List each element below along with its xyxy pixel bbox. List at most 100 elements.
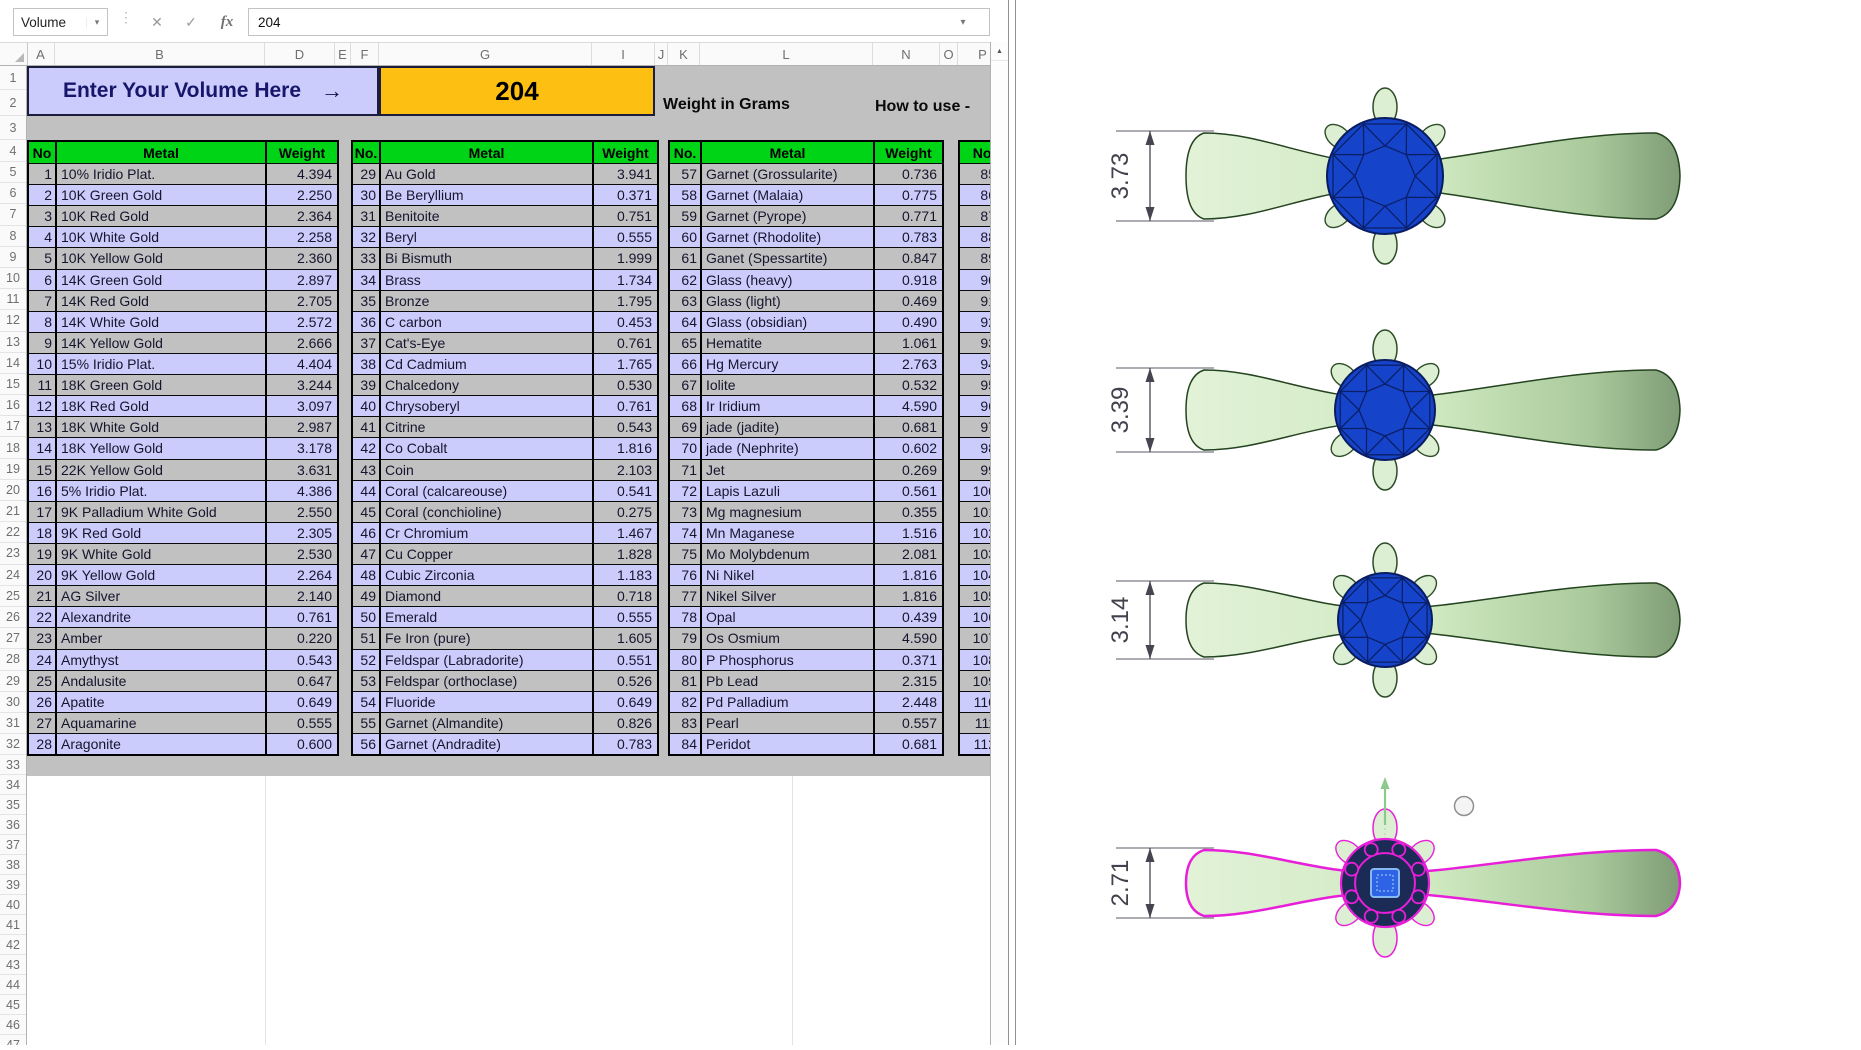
cell-metal[interactable]: Hg Mercury: [702, 354, 875, 374]
cell-no[interactable]: 7: [29, 291, 57, 311]
cell-weight[interactable]: 1.795: [594, 291, 657, 311]
cell-no[interactable]: 39: [353, 375, 381, 395]
column-header-I[interactable]: I: [592, 43, 655, 65]
cell-metal[interactable]: 14K White Gold: [57, 312, 267, 332]
cell-weight[interactable]: 2.550: [267, 502, 337, 522]
cell-metal[interactable]: Garnet (Pyrope): [702, 206, 875, 226]
cell-metal[interactable]: Pb Lead: [702, 671, 875, 691]
cell-weight[interactable]: 1.816: [875, 586, 942, 606]
row-header-38[interactable]: 38: [0, 855, 26, 875]
cell-no[interactable]: 68: [670, 396, 702, 416]
cell-metal[interactable]: Mo Molybdenum: [702, 544, 875, 564]
cell-weight[interactable]: 0.557: [875, 713, 942, 733]
cell-no[interactable]: 63: [670, 291, 702, 311]
cell-no[interactable]: 43: [353, 460, 381, 480]
row-header-39[interactable]: 39: [0, 875, 26, 895]
cell-metal[interactable]: Bronze: [381, 291, 594, 311]
row-header-44[interactable]: 44: [0, 975, 26, 995]
cell-weight[interactable]: 2.897: [267, 270, 337, 290]
cell-metal[interactable]: Pd Palladium: [702, 692, 875, 712]
cell-metal[interactable]: Citrine: [381, 417, 594, 437]
cell-metal[interactable]: Co Cobalt: [381, 438, 594, 458]
cell-no[interactable]: 1: [29, 164, 57, 184]
cell-weight[interactable]: 0.555: [594, 607, 657, 627]
cell-no[interactable]: 30: [353, 185, 381, 205]
cell-metal[interactable]: Cd Cadmium: [381, 354, 594, 374]
row-header-24[interactable]: 24: [0, 565, 26, 586]
cell-no[interactable]: 69: [670, 417, 702, 437]
cell-weight[interactable]: 0.649: [267, 692, 337, 712]
cell-weight[interactable]: 0.220: [267, 628, 337, 648]
cell-metal[interactable]: Chalcedony: [381, 375, 594, 395]
row-header-6[interactable]: 6: [0, 183, 26, 204]
row-header-37[interactable]: 37: [0, 835, 26, 855]
cell-no[interactable]: 62: [670, 270, 702, 290]
cell-metal[interactable]: Brass: [381, 270, 594, 290]
cell-no[interactable]: 53: [353, 671, 381, 691]
cell-metal[interactable]: Opal: [702, 607, 875, 627]
cell-metal[interactable]: 14K Yellow Gold: [57, 333, 267, 353]
cell-weight[interactable]: 0.551: [594, 650, 657, 670]
cell-weight[interactable]: 3.631: [267, 460, 337, 480]
cell-no[interactable]: 49: [353, 586, 381, 606]
cell-no[interactable]: 67: [670, 375, 702, 395]
cell-metal[interactable]: Os Osmium: [702, 628, 875, 648]
cell-metal[interactable]: Ganet (Spessartite): [702, 248, 875, 268]
name-box[interactable]: Volume ▾: [13, 8, 108, 36]
cell-no[interactable]: 78: [670, 607, 702, 627]
row-header-31[interactable]: 31: [0, 713, 26, 734]
name-box-dropdown-icon[interactable]: ▾: [86, 17, 107, 28]
row-header-46[interactable]: 46: [0, 1015, 26, 1035]
row-header-20[interactable]: 20: [0, 480, 26, 501]
cell-no[interactable]: 34: [353, 270, 381, 290]
cell-no[interactable]: 42: [353, 438, 381, 458]
cell-weight[interactable]: 0.371: [594, 185, 657, 205]
row-header-34[interactable]: 34: [0, 775, 26, 795]
cell-metal[interactable]: Jet: [702, 460, 875, 480]
cell-weight[interactable]: 0.275: [594, 502, 657, 522]
enter-button[interactable]: ✓: [177, 8, 205, 36]
cell-metal[interactable]: 10K Green Gold: [57, 185, 267, 205]
cell-no[interactable]: 19: [29, 544, 57, 564]
cell-weight[interactable]: 0.847: [875, 248, 942, 268]
cell-weight[interactable]: 0.532: [875, 375, 942, 395]
cancel-button[interactable]: ✕: [143, 8, 171, 36]
cell-weight[interactable]: 2.705: [267, 291, 337, 311]
cell-no[interactable]: 48: [353, 565, 381, 585]
cell-no[interactable]: 25: [29, 671, 57, 691]
cell-metal[interactable]: Cubic Zirconia: [381, 565, 594, 585]
cell-metal[interactable]: Pearl: [702, 713, 875, 733]
cell-no[interactable]: 27: [29, 713, 57, 733]
cell-no[interactable]: 8: [29, 312, 57, 332]
cell-weight[interactable]: 0.543: [267, 650, 337, 670]
cell-no[interactable]: 9: [29, 333, 57, 353]
cell-no[interactable]: 26: [29, 692, 57, 712]
cell-weight[interactable]: 0.600: [267, 734, 337, 754]
cell-metal[interactable]: Fe Iron (pure): [381, 628, 594, 648]
select-all-corner[interactable]: [0, 43, 28, 65]
row-header-14[interactable]: 14: [0, 353, 26, 374]
cell-metal[interactable]: Amythyst: [57, 650, 267, 670]
cell-no[interactable]: 45: [353, 502, 381, 522]
ring-render-3[interactable]: 3.14: [1107, 543, 1680, 697]
cell-no[interactable]: 73: [670, 502, 702, 522]
cell-no[interactable]: 81: [670, 671, 702, 691]
cell-weight[interactable]: 2.572: [267, 312, 337, 332]
cell-no[interactable]: 16: [29, 481, 57, 501]
column-header-K[interactable]: K: [668, 43, 700, 65]
enter-volume-banner[interactable]: Enter Your Volume Here →: [27, 66, 379, 116]
cell-no[interactable]: 52: [353, 650, 381, 670]
row-header-16[interactable]: 16: [0, 395, 26, 416]
row-header-43[interactable]: 43: [0, 955, 26, 975]
cell-metal[interactable]: Hematite: [702, 333, 875, 353]
cell-metal[interactable]: 18K White Gold: [57, 417, 267, 437]
cell-weight[interactable]: 0.775: [875, 185, 942, 205]
cell-metal[interactable]: 18K Green Gold: [57, 375, 267, 395]
cell-metal[interactable]: 9K Yellow Gold: [57, 565, 267, 585]
cell-weight[interactable]: 0.681: [875, 417, 942, 437]
cell-no[interactable]: 75: [670, 544, 702, 564]
cell-no[interactable]: 56: [353, 734, 381, 754]
cell-metal[interactable]: Aragonite: [57, 734, 267, 754]
cell-metal[interactable]: Garnet (Almandite): [381, 713, 594, 733]
ring-render-2[interactable]: 3.39: [1107, 330, 1680, 490]
